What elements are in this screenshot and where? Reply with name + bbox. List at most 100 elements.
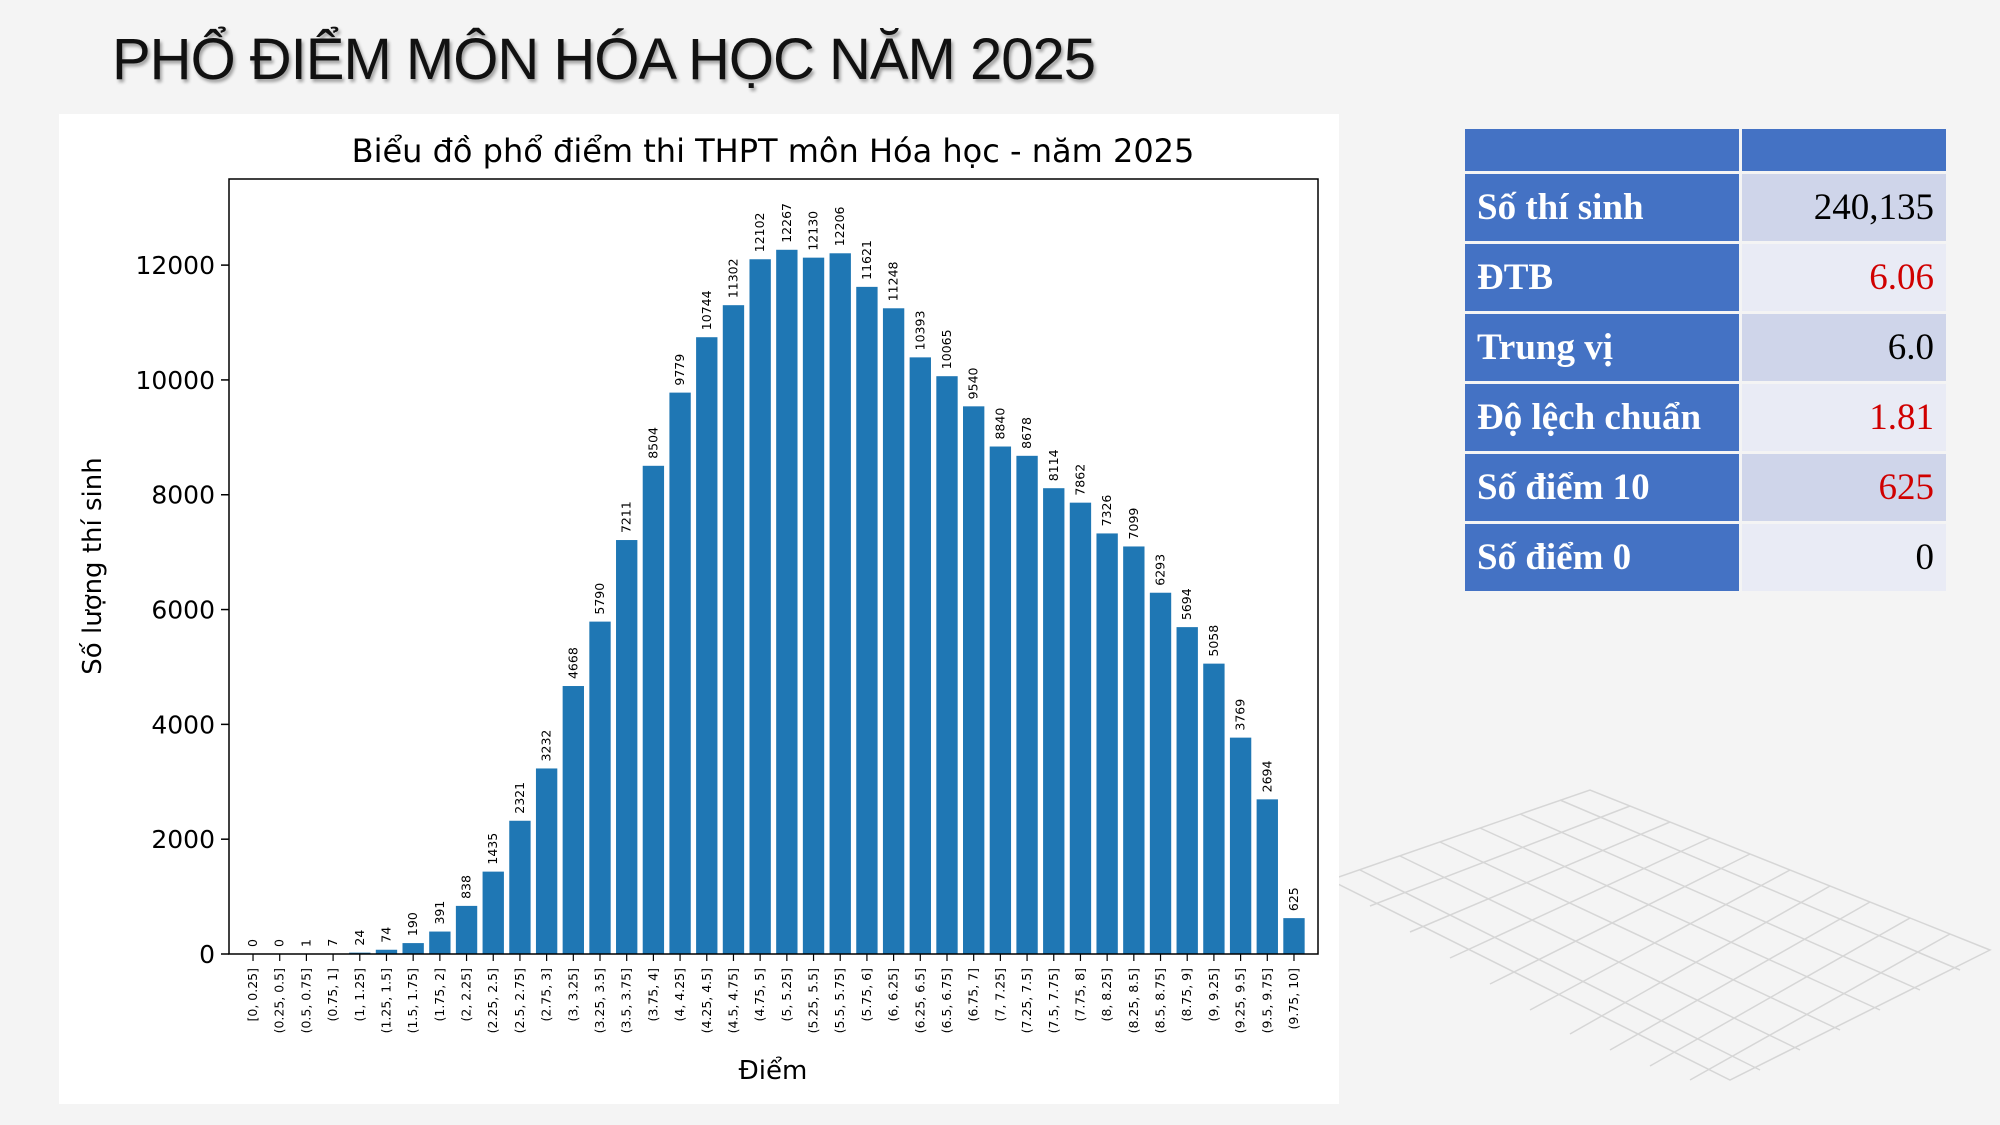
x-tick-label: [0, 0.25] [245,968,260,1022]
x-tick-label: (8, 8.25] [1099,968,1114,1022]
bar-value-label: 12102 [752,212,767,252]
stats-value: 0 [1742,524,1946,591]
x-tick-label: (8.75, 9] [1179,968,1194,1022]
bar-value-label: 24 [352,930,367,946]
bar-value-label: 5694 [1179,588,1194,620]
bar-value-label: 391 [432,901,447,925]
x-tick-label: (5.5, 5.75] [832,968,847,1033]
bar-value-label: 10744 [699,290,714,330]
bar [722,305,745,954]
bar-value-label: 10393 [912,311,927,351]
bar [1256,799,1278,954]
stats-row: ĐTB 6.06 [1465,244,1946,311]
bar [909,357,931,954]
bar-value-label: 625 [1286,887,1301,911]
bar [856,286,878,954]
x-tick-label: (2.75, 3] [539,968,554,1022]
bar [776,249,798,955]
bar-value-label: 7862 [1072,464,1087,496]
x-tick-label: (4.25, 4.5] [699,968,714,1033]
x-tick-label: (7.5, 7.75] [1046,968,1061,1033]
bar [1149,592,1172,954]
x-tick-label: (7.75, 8] [1072,968,1087,1022]
x-tick-label: (0.75, 1] [325,968,340,1022]
stats-value: 240,135 [1742,174,1946,241]
bar-value-label: 7 [325,939,340,947]
bar [1229,737,1252,954]
stats-value: 625 [1742,454,1946,521]
x-tick-label: (9.75, 10] [1286,968,1301,1029]
stats-label: ĐTB [1465,244,1739,311]
bar [1203,663,1225,954]
stats-header-cell [1742,129,1946,171]
x-tick-label: (2.25, 2.5] [485,968,500,1033]
x-tick-label: (2, 2.25] [459,968,474,1022]
bar-value-label: 3232 [539,730,554,762]
bar-value-label: 190 [405,912,420,936]
bar-value-label: 11248 [886,261,901,301]
x-tick-label: (3.25, 3.5] [592,968,607,1033]
stats-row: Trung vị 6.0 [1465,314,1946,381]
bar [429,931,451,954]
bar-value-label: 5058 [1206,625,1221,657]
x-axis-label: Điểm [739,1055,808,1086]
bar-value-label: 10065 [939,329,954,369]
bar [696,337,718,954]
stats-row: Độ lệch chuẩn 1.81 [1465,384,1946,451]
chart-title: Biểu đồ phổ điểm thi THPT môn Hóa học - … [352,132,1195,170]
x-tick-label: (0.25, 0.5] [272,968,287,1033]
stats-value: 6.06 [1742,244,1946,311]
x-tick-label: (4, 4.25] [672,968,687,1022]
bar [669,392,691,954]
x-tick-label: (4.5, 4.75] [725,968,740,1033]
perspective-grid-decoration [1330,789,1992,1081]
y-tick-label: 6000 [151,596,215,625]
bar-value-label: 7211 [619,501,634,533]
x-tick-label: (6, 6.25] [886,968,901,1022]
bar [802,257,825,954]
x-tick-label: (5.25, 5.5] [806,968,821,1033]
x-tick-label: (0.5, 0.75] [298,968,313,1033]
bar [455,905,478,954]
bar-value-label: 9779 [672,354,687,386]
bar-value-label: 2694 [1259,760,1274,792]
x-tick-label: (3.5, 3.75] [619,968,634,1033]
bar-value-label: 838 [459,875,474,899]
bar-value-label: 6293 [1153,554,1168,586]
x-tick-label: (9.5, 9.75] [1259,968,1274,1033]
bar [509,820,531,954]
stats-value: 6.0 [1742,314,1946,381]
x-tick-label: (8.5, 8.75] [1153,968,1168,1033]
x-tick-label: (3.75, 4] [645,968,660,1022]
bar [1096,533,1118,954]
stats-value: 1.81 [1742,384,1946,451]
bar-value-label: 8840 [992,408,1007,440]
x-tick-label: (1, 1.25] [352,968,367,1022]
stats-label: Độ lệch chuẩn [1465,384,1739,451]
x-tick-label: (6.5, 6.75] [939,968,954,1033]
stats-label: Số thí sinh [1465,174,1739,241]
bar-value-label: 9540 [966,367,981,399]
bar [616,540,638,954]
bar [589,621,611,954]
x-tick-label: (1.5, 1.75] [405,968,420,1033]
x-tick-label: (6.75, 7] [966,968,981,1022]
bar-value-label: 7326 [1099,495,1114,527]
bar-value-label: 2321 [512,782,527,814]
bar-value-label: 1 [298,939,313,947]
bar-value-label: 1435 [485,833,500,865]
x-tick-label: (5, 5.25] [779,968,794,1022]
x-tick-label: (7.25, 7.5] [1019,968,1034,1033]
bar [1043,488,1065,954]
bar-value-label: 8114 [1046,449,1061,481]
bar [1123,546,1145,954]
stats-header-cell [1465,129,1739,171]
bar [402,943,424,954]
bar [882,308,905,954]
stats-row: Số thí sinh 240,135 [1465,174,1946,241]
bar-value-label: 12267 [779,203,794,243]
y-tick-label: 0 [199,940,215,969]
bar-value-label: 3769 [1233,699,1248,731]
histogram-chart: Biểu đồ phổ điểm thi THPT môn Hóa học - … [78,132,1319,1086]
